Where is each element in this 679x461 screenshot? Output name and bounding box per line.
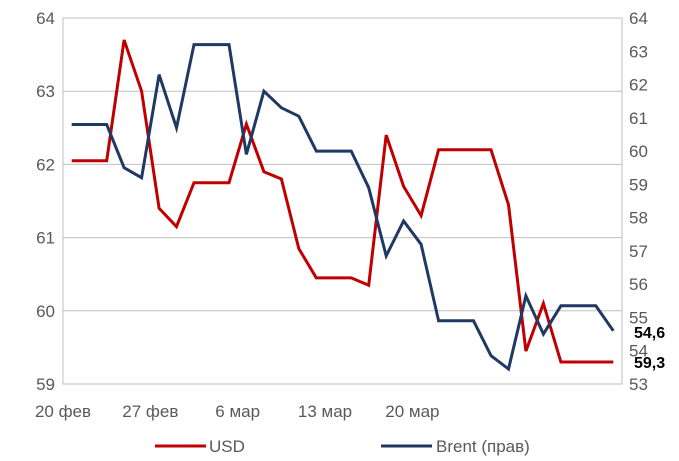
right-axis-tick-label: 58 <box>629 209 648 228</box>
right-axis-tick-label: 54 <box>629 342 648 361</box>
legend: USD Brent (прав) <box>155 437 530 456</box>
right-axis-tick-label: 53 <box>629 375 648 394</box>
right-axis-tick-label: 60 <box>629 142 648 161</box>
right-axis-tick-label: 64 <box>629 9 648 28</box>
series-line-usd <box>71 39 614 364</box>
axes-layer: 59 60 61 62 63 64 53 54 55 56 57 58 59 60 61 62 63 64 20 ф… <box>35 9 648 421</box>
left-axis-tick-label: 62 <box>36 155 55 174</box>
right-axis-tick-label: 63 <box>629 42 648 61</box>
brent-end-value-label: 54,6 <box>634 325 665 342</box>
grid-layer <box>62 17 623 385</box>
plot-frame <box>62 17 623 385</box>
right-axis-tick-label: 56 <box>629 275 648 294</box>
series-layer <box>71 39 615 372</box>
right-axis-tick-label: 57 <box>629 242 648 261</box>
left-axis-tick-label: 63 <box>36 82 55 101</box>
x-axis-tick-label: 20 мар <box>385 402 439 421</box>
left-axis-tick-label: 59 <box>36 375 55 394</box>
right-axis-tick-label: 62 <box>629 76 648 95</box>
x-axis-tick-label: 20 фев <box>35 402 91 421</box>
x-axis-tick-label: 13 мар <box>298 402 352 421</box>
right-axis-tick-label: 61 <box>629 109 648 128</box>
left-axis-tick-label: 61 <box>36 229 55 248</box>
legend-label-brent: Brent (прав) <box>436 437 530 456</box>
legend-label-usd: USD <box>209 437 245 456</box>
right-axis-tick-label: 59 <box>629 175 648 194</box>
series-line-brent <box>71 43 615 372</box>
usd-end-value-label: 59,3 <box>634 355 665 372</box>
x-axis-tick-label: 27 фев <box>122 402 178 421</box>
right-axis-tick-label: 55 <box>629 308 648 327</box>
left-axis-tick-label: 64 <box>36 9 55 28</box>
left-axis-tick-label: 60 <box>36 302 55 321</box>
label-layer: 54,6 59,3 <box>634 325 665 372</box>
x-axis-tick-label: 6 мар <box>215 402 260 421</box>
